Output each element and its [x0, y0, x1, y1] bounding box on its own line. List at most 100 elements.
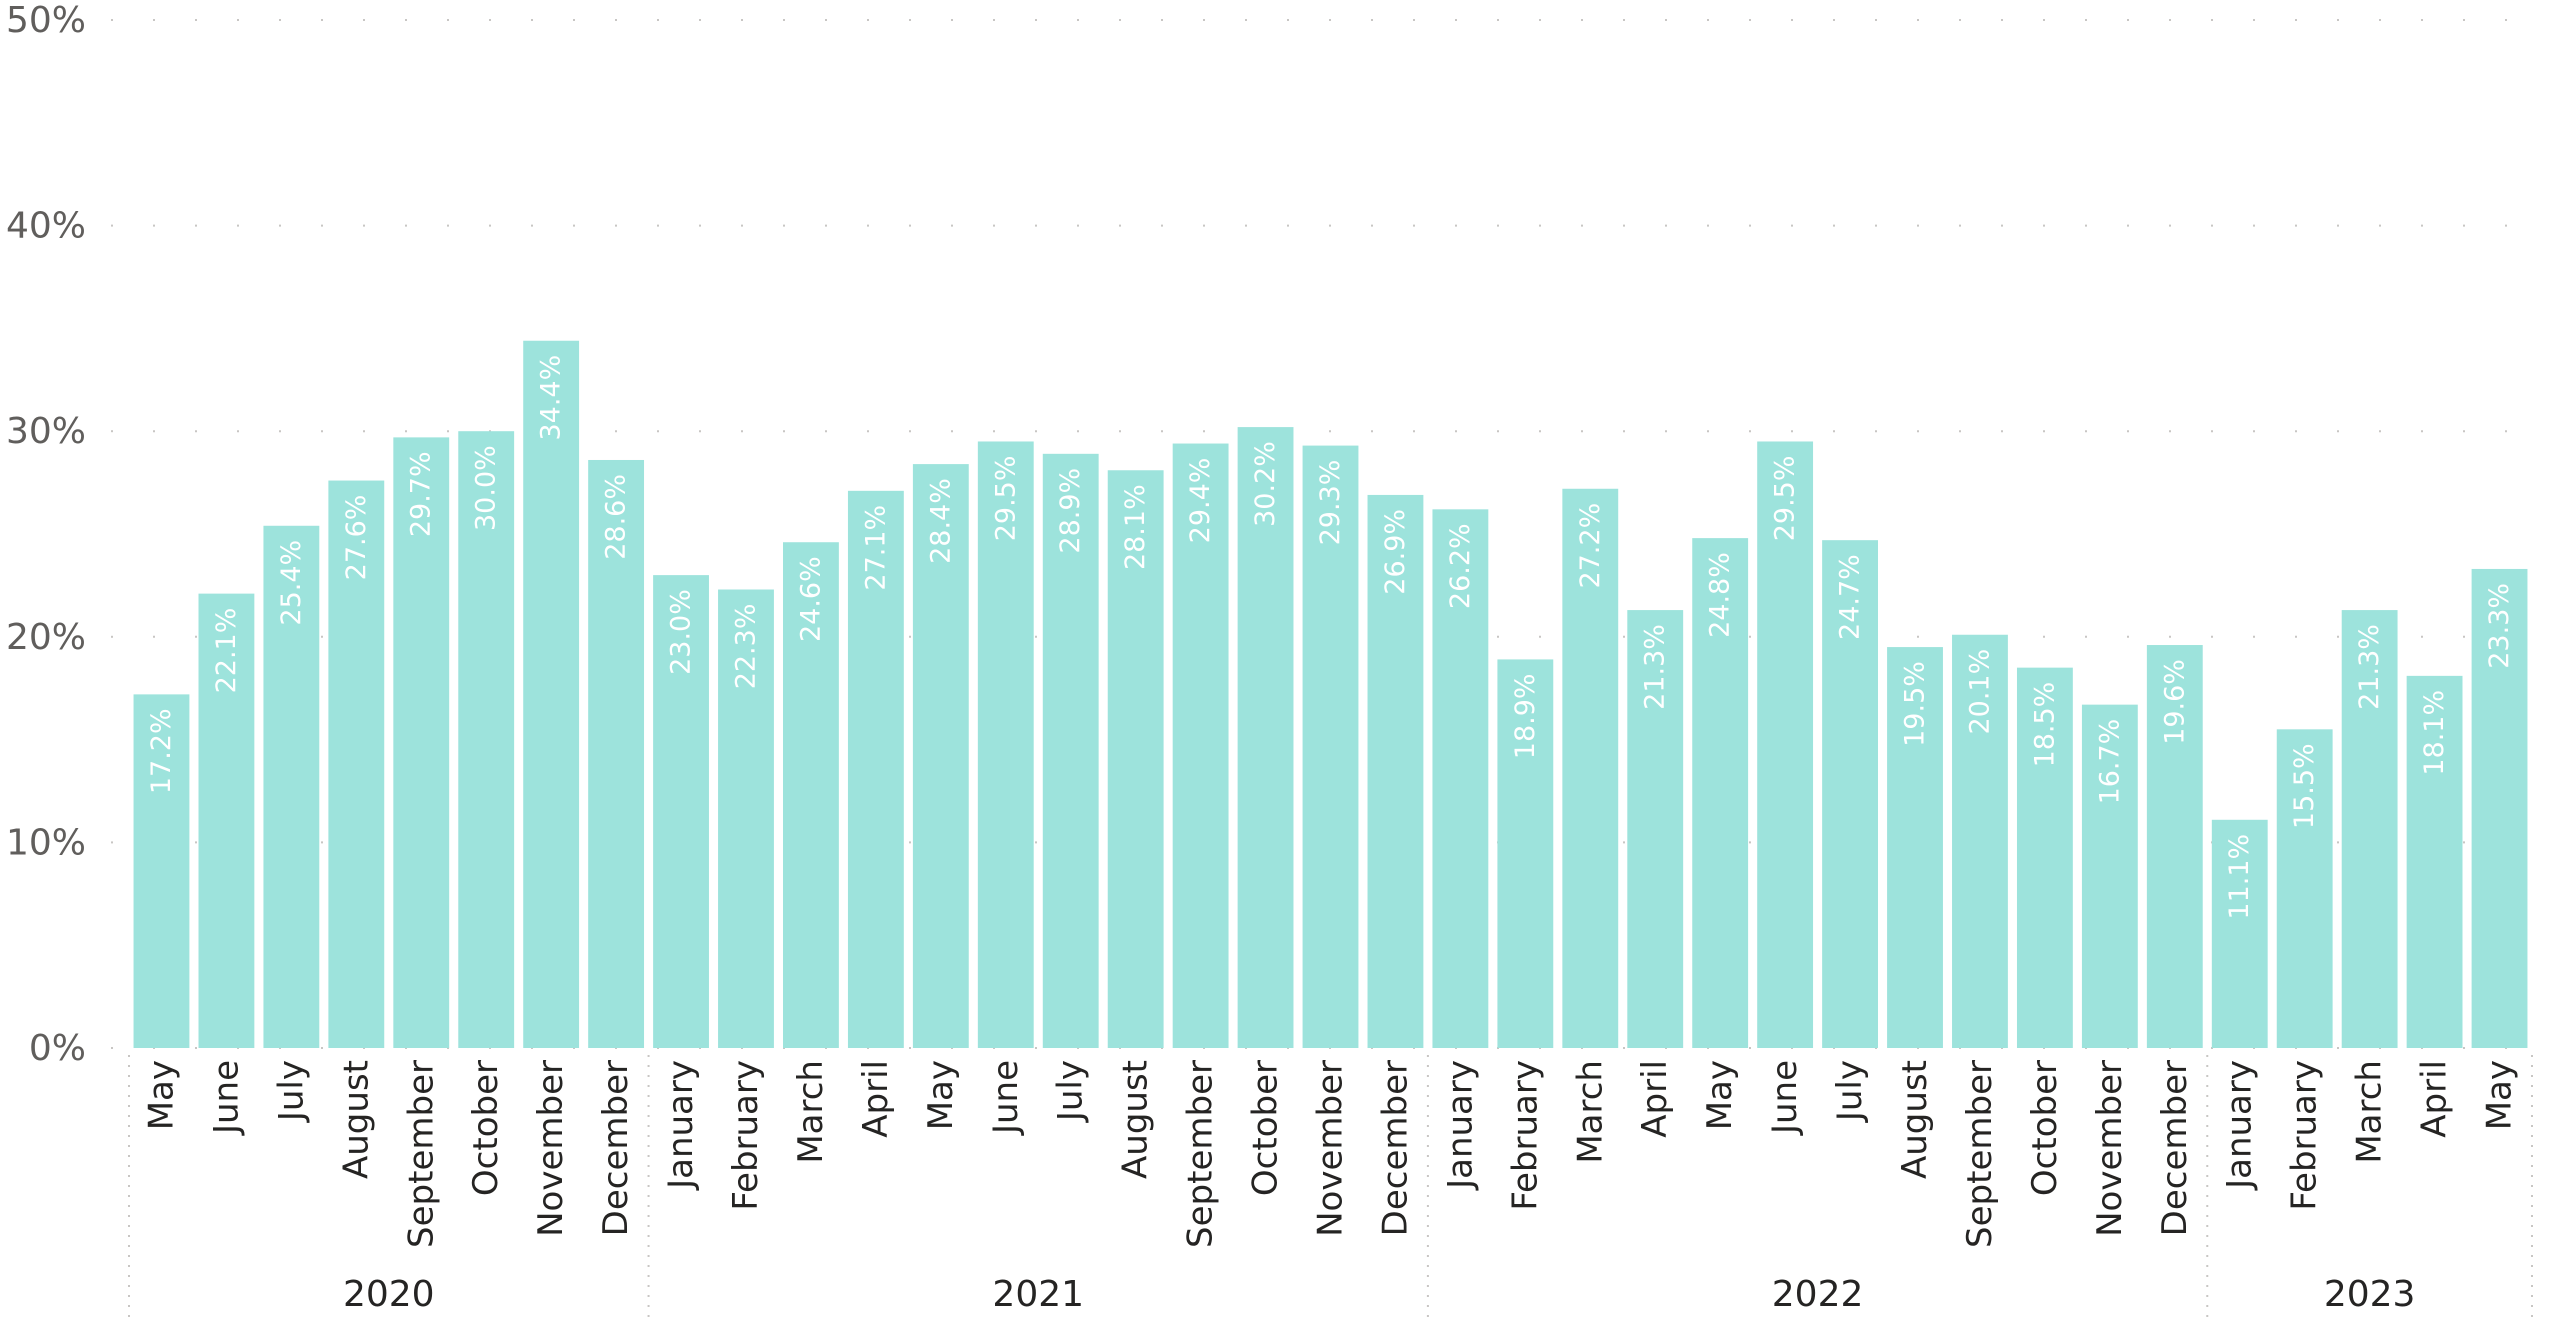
bar[interactable]	[783, 542, 839, 1048]
x-tick-label: January	[661, 1060, 701, 1191]
y-tick-label: 10%	[6, 822, 86, 863]
data-label: 29.5%	[990, 455, 1021, 541]
x-tick-label: February	[2285, 1060, 2325, 1211]
x-tick-label: March	[791, 1060, 831, 1164]
year-label: 2023	[2324, 1274, 2416, 1315]
x-axis: May June July August September October Novembe…	[141, 1060, 2519, 1248]
data-label: 22.3%	[730, 604, 761, 690]
x-tick-label: August	[1116, 1060, 1156, 1179]
data-label: 19.6%	[2159, 659, 2190, 745]
data-label: 24.8%	[1705, 552, 1736, 638]
y-tick-label: 30%	[6, 411, 86, 452]
bar[interactable]	[2211, 819, 2268, 1048]
x-tick-label: September	[1960, 1060, 2000, 1248]
bar[interactable]	[263, 525, 320, 1048]
bar[interactable]	[1627, 610, 1684, 1048]
bar[interactable]	[458, 431, 515, 1048]
bar[interactable]	[1562, 488, 1619, 1048]
data-label: 21.3%	[2354, 624, 2385, 710]
x-tick-label: September	[1181, 1060, 1221, 1248]
data-label: 15.5%	[2289, 743, 2320, 829]
x-tick-label: September	[401, 1060, 441, 1248]
data-label: 22.1%	[211, 608, 242, 694]
x-tick-label: May	[1700, 1060, 1740, 1130]
bars	[133, 340, 2528, 1049]
year-label: 2021	[992, 1274, 1084, 1315]
data-label: 18.5%	[2029, 682, 2060, 768]
year-label: 2022	[1772, 1274, 1864, 1315]
bar[interactable]	[718, 589, 774, 1048]
y-tick-label: 20%	[6, 617, 86, 658]
y-tick-label: 40%	[6, 206, 86, 247]
bar[interactable]	[1887, 647, 1943, 1048]
bar[interactable]	[1692, 538, 1749, 1048]
x-tick-label: August	[1895, 1060, 1935, 1179]
x-tick-label: December	[1375, 1060, 1415, 1236]
x-tick-label: January	[2220, 1060, 2260, 1191]
bar[interactable]	[1432, 509, 1489, 1048]
bar[interactable]	[2146, 645, 2203, 1048]
bar[interactable]	[588, 459, 645, 1048]
bar[interactable]	[1237, 427, 1294, 1048]
bar[interactable]	[133, 694, 190, 1048]
data-label: 29.4%	[1185, 458, 1216, 544]
data-label: 28.9%	[1055, 468, 1086, 554]
bar[interactable]	[1367, 494, 1424, 1048]
x-tick-label: October	[1246, 1060, 1286, 1196]
x-tick-label: February	[1505, 1060, 1545, 1211]
bar[interactable]	[847, 490, 904, 1049]
x-tick-label: May	[141, 1060, 181, 1130]
data-label: 28.4%	[925, 478, 956, 564]
data-labels: 17.2% 22.1% 25.4% 27.6% 29.7% 30.0% 34.4% 28.6%…	[146, 355, 2515, 920]
year-axis: 2020 2021 2022 2023	[128, 1055, 2533, 1321]
y-tick-label: 50%	[6, 0, 86, 41]
data-label: 11.1%	[2224, 834, 2255, 920]
bar[interactable]	[1757, 441, 1814, 1049]
data-label: 23.3%	[2484, 583, 2515, 669]
bar[interactable]	[2341, 610, 2398, 1048]
data-label: 26.2%	[1445, 523, 1476, 609]
bar[interactable]	[2406, 675, 2463, 1048]
x-tick-label: June	[1765, 1060, 1805, 1136]
data-label: 26.9%	[1380, 509, 1411, 595]
data-label: 17.2%	[146, 708, 177, 794]
data-label: 27.1%	[860, 505, 891, 591]
data-label: 21.3%	[1640, 624, 1671, 710]
bar[interactable]	[328, 480, 385, 1048]
data-label: 16.7%	[2094, 719, 2125, 805]
bar[interactable]	[912, 464, 969, 1048]
bar[interactable]	[977, 441, 1034, 1049]
data-label: 27.2%	[1575, 503, 1606, 589]
bar[interactable]	[393, 437, 450, 1048]
y-tick-label: 0%	[29, 1028, 86, 1069]
data-label: 23.0%	[666, 589, 697, 675]
bar[interactable]	[1952, 634, 2008, 1048]
bar[interactable]	[1172, 443, 1229, 1048]
bar[interactable]	[2276, 729, 2333, 1048]
x-tick-label: May	[2480, 1060, 2520, 1130]
bar[interactable]	[1302, 445, 1359, 1048]
data-label: 28.6%	[601, 474, 632, 560]
bar[interactable]	[2016, 667, 2073, 1048]
x-tick-label: November	[1311, 1060, 1351, 1237]
x-tick-label: January	[1440, 1060, 1480, 1191]
bar[interactable]	[523, 340, 580, 1049]
x-tick-label: April	[1635, 1060, 1675, 1138]
x-tick-label: October	[466, 1060, 506, 1196]
data-label: 25.4%	[276, 540, 307, 626]
x-tick-label: July	[1051, 1060, 1091, 1123]
bar[interactable]	[653, 575, 709, 1048]
bar[interactable]	[1822, 540, 1878, 1048]
data-label: 29.5%	[1770, 455, 1801, 541]
x-tick-label: February	[726, 1060, 766, 1211]
bar[interactable]	[198, 593, 255, 1048]
bar[interactable]	[2471, 568, 2528, 1048]
bar[interactable]	[1042, 453, 1099, 1048]
bar[interactable]	[1497, 659, 1554, 1048]
bar[interactable]	[2081, 704, 2138, 1048]
x-tick-label: July	[271, 1060, 311, 1123]
bar[interactable]	[1107, 470, 1164, 1048]
x-tick-label: August	[336, 1060, 376, 1179]
x-tick-label: July	[1830, 1060, 1870, 1123]
